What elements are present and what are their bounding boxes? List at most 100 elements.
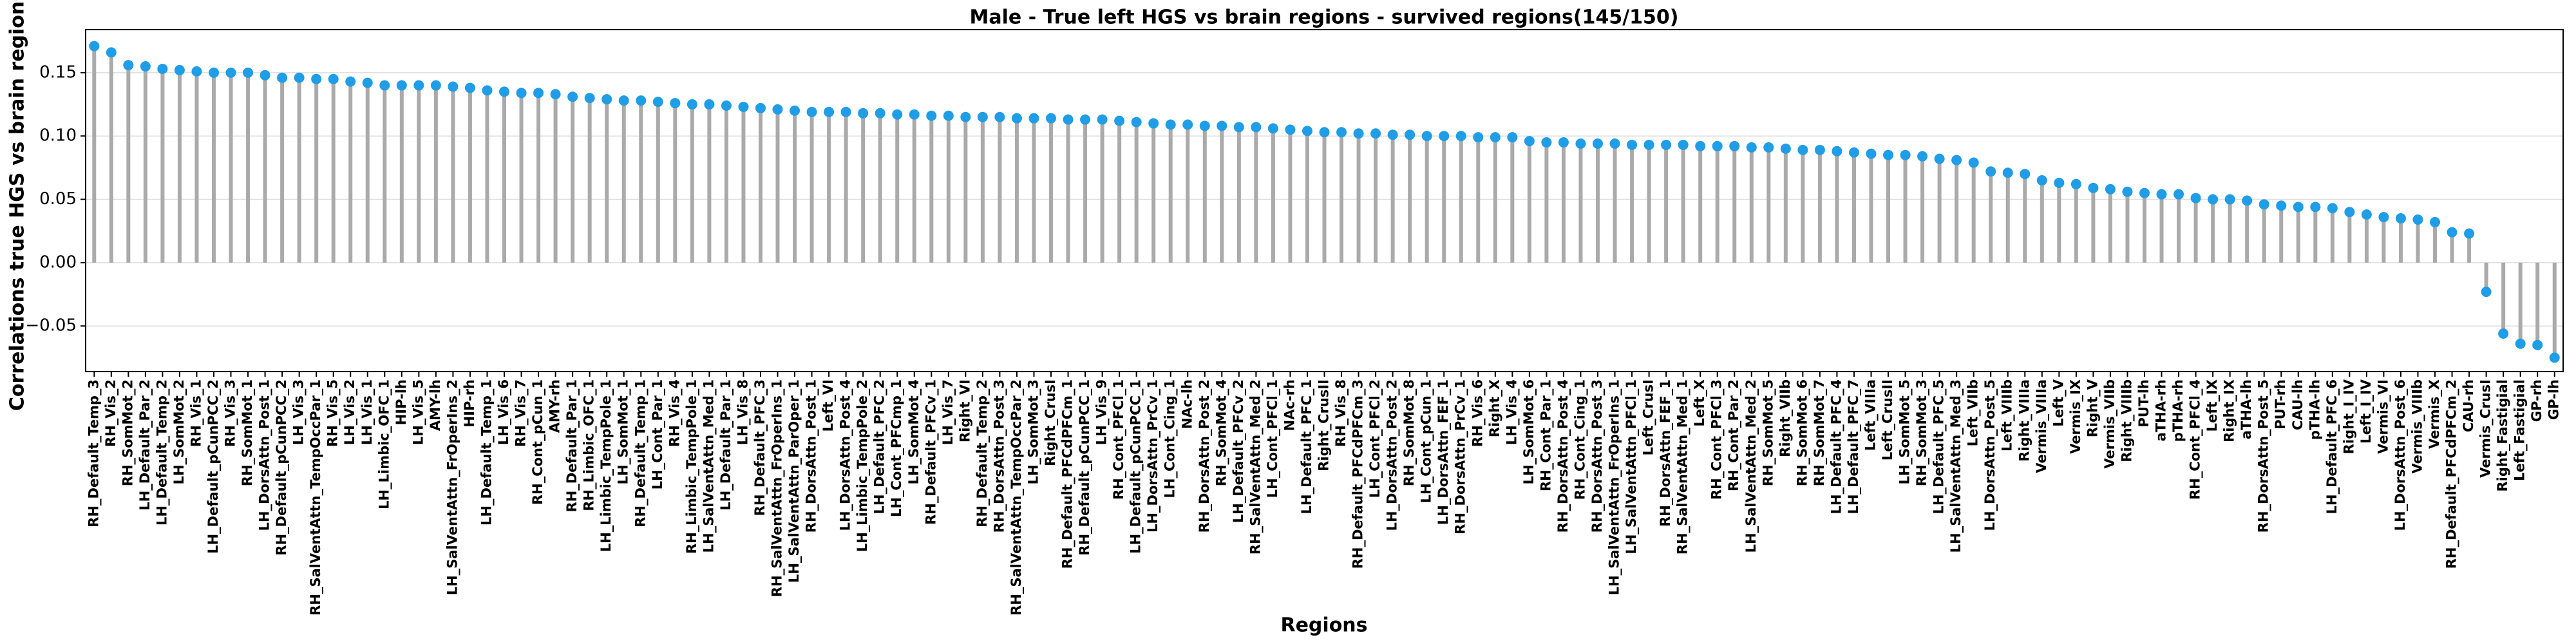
x-tick-label: LH_Default_PFC_5 (1931, 379, 1947, 514)
x-tick-label: CAU-lh (2290, 379, 2306, 430)
x-tick-label: RH_Default_pCunPCC_1 (1077, 379, 1092, 556)
dot (670, 98, 681, 109)
x-tick-label: RH_Vis_7 (513, 379, 529, 447)
dot (1182, 119, 1193, 130)
dot (1114, 115, 1125, 126)
y-tick-label: 0.10 (39, 126, 77, 146)
x-tick-label: LH_DorsAttn_Post_4 (838, 379, 853, 531)
x-tick-label: GP-rh (2529, 379, 2544, 422)
x-tick-label: RH_SomMot_1 (240, 379, 255, 486)
dot (2447, 227, 2458, 238)
dot (1814, 144, 1825, 155)
dot (1490, 132, 1501, 143)
dot (1387, 129, 1398, 140)
dot (960, 111, 971, 122)
x-tick-label: Right_VI (957, 379, 972, 442)
x-tick-label: Left_VI (820, 379, 836, 431)
x-tick-label: Vermis_VIIIa (2034, 379, 2049, 473)
dot (977, 111, 988, 122)
dot (2430, 216, 2441, 227)
x-tick-label: Vermis_X (2427, 379, 2442, 449)
dot (1285, 124, 1296, 135)
dot (2174, 189, 2184, 200)
x-tick-label: LH_Cont_PFCmp_1 (889, 379, 904, 517)
x-tick-label: LH_Default_Par_2 (137, 379, 153, 511)
dot (858, 108, 869, 118)
dot (2532, 339, 2543, 350)
dot (875, 108, 886, 118)
dot (1729, 140, 1740, 151)
dot (721, 100, 732, 111)
x-tick-label: LH_SomMot_5 (1897, 379, 1913, 484)
chart-title: Male - True left HGS vs brain regions - … (970, 6, 1679, 29)
dot (2293, 202, 2304, 213)
x-tick-label: LH_Vis_3 (291, 379, 307, 445)
dot (994, 111, 1005, 122)
x-tick-label: RH_SalVentAttn_Med_2 (1247, 379, 1263, 554)
x-tick-label: RH_Limbic_OFC_1 (582, 379, 597, 511)
x-tick-label: RH_SalVentAttn_TempOccPar_1 (308, 379, 323, 616)
x-tick-label: LH_DorsAttn_FEF_1 (1435, 379, 1451, 525)
y-tick-label: 0.05 (39, 189, 77, 209)
dot (2549, 352, 2560, 363)
dot (413, 80, 424, 91)
x-tick-label: Right_CrusII (1316, 379, 1332, 471)
dot (1661, 139, 1672, 150)
x-tick-label: NAc-lh (1179, 379, 1195, 429)
x-tick-label: RH_Default_Temp_3 (86, 379, 101, 527)
x-tick-label: Right_X (1487, 379, 1502, 437)
dot (1251, 122, 1262, 133)
dot (1695, 140, 1706, 151)
dot (1097, 114, 1108, 125)
x-tick-label: RH_Vis_2 (103, 379, 118, 447)
dot (840, 106, 851, 117)
dot (499, 86, 510, 97)
dot (482, 85, 493, 96)
dot (1524, 136, 1535, 147)
x-tick-label: pTHA-rh (2170, 379, 2186, 442)
x-tick-label: LH_DorsAttn_Post_6 (2392, 379, 2408, 531)
dot (1080, 114, 1091, 125)
x-tick-label: RH_DorsAttn_Post_4 (1555, 379, 1571, 533)
dot (1627, 139, 1638, 150)
x-tick-label: RH_DorsAttn_FEF_1 (1658, 379, 1673, 527)
x-tick-label: Right_I_IV (2341, 379, 2356, 454)
dot (2276, 200, 2287, 211)
dot (1131, 117, 1142, 128)
dot (1319, 127, 1330, 138)
x-tick-label: Left_V (2050, 379, 2066, 426)
dot (2020, 169, 2031, 180)
x-tick-label: RH_Cont_PFCl_4 (2188, 379, 2203, 500)
x-tick-label: LH_Vis_6 (496, 379, 511, 445)
dot (1917, 151, 1928, 162)
x-tick-label: RH_Cont_PFCl_1 (1111, 379, 1126, 500)
x-tick-label: LH_Default_Par_1 (718, 379, 734, 511)
dot (584, 93, 595, 104)
x-tick-label: Vermis_VIIIb (2409, 379, 2425, 474)
x-tick-label: Vermis_VIIb (2102, 379, 2117, 469)
dot (1370, 128, 1381, 139)
dot (1353, 128, 1364, 139)
x-tick-label: LH_Default_Temp_1 (478, 379, 494, 526)
x-tick-label: LH_Default_Temp_2 (154, 379, 169, 526)
x-tick-label: RH_DorsAttn_Post_2 (1197, 379, 1212, 533)
dot (2259, 199, 2269, 210)
x-tick-label: Left_X (1692, 379, 1707, 427)
dot (2498, 328, 2509, 339)
x-tick-label: aTHA-rh (2154, 379, 2169, 441)
x-tick-label: LH_Default_PFC_7 (1846, 379, 1861, 514)
dot (2002, 167, 2013, 178)
x-tick-label: RH_Vis_3 (223, 379, 238, 447)
x-tick-label: CAU-rh (2461, 379, 2476, 432)
dot (824, 106, 835, 117)
dot (1883, 149, 1894, 160)
x-tick-label: RH_SalVentAttn_TempOccPar_2 (1009, 379, 1024, 616)
y-tick-label: 0.15 (39, 62, 77, 82)
x-tick-label: LH_SalVentAttn_PFCl_1 (1624, 379, 1639, 554)
dot (2378, 212, 2389, 223)
dot (2139, 187, 2150, 198)
dot (89, 41, 100, 52)
x-tick-label: LH_Default_PFC_4 (1828, 379, 1844, 514)
dot (943, 110, 954, 121)
